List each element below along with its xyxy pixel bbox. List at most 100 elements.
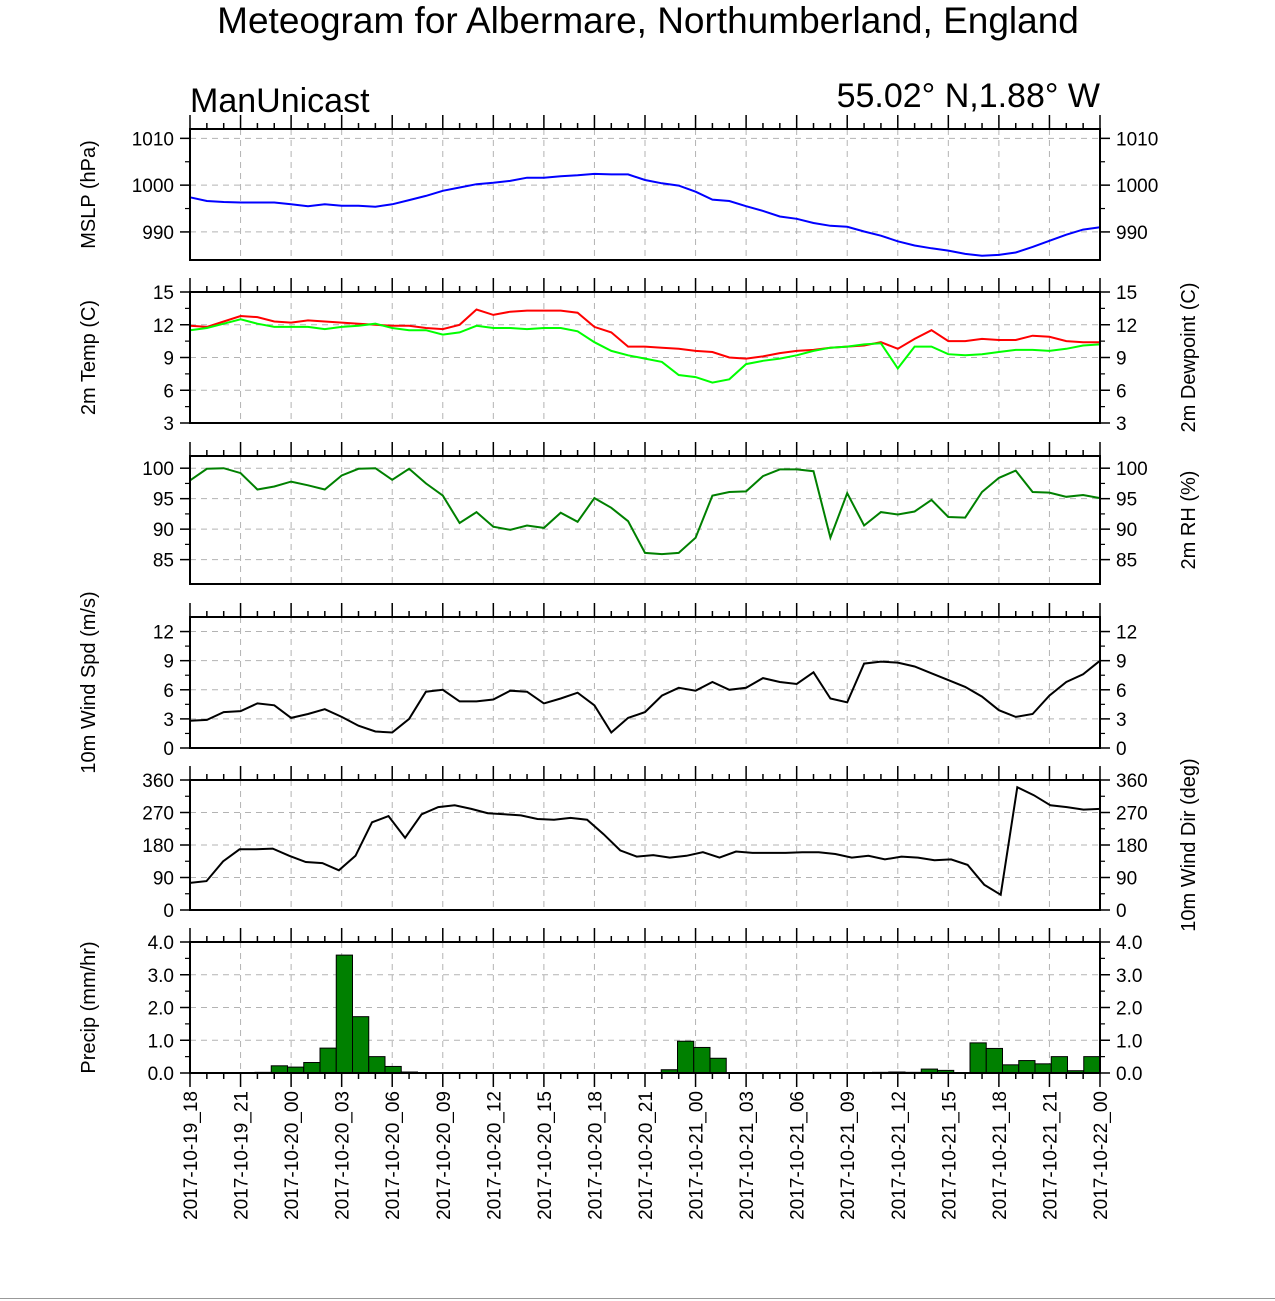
y-tick-label: 4.0 bbox=[148, 933, 174, 954]
precip-bar bbox=[368, 1056, 386, 1074]
precip-bar bbox=[1050, 1056, 1068, 1074]
y-tick-label-right: 6 bbox=[1116, 381, 1127, 402]
x-tick-label: 2017-10-19_21 bbox=[232, 1091, 253, 1220]
wspd-line-0 bbox=[189, 659, 1101, 735]
y-axis-label-right: 2m RH (%) bbox=[1178, 471, 1200, 570]
y-tick-label: 90 bbox=[153, 520, 174, 541]
y-tick-label-right: 3.0 bbox=[1116, 966, 1142, 987]
y-tick-label: 0.0 bbox=[148, 1064, 174, 1085]
y-tick-label-right: 1.0 bbox=[1116, 1031, 1142, 1052]
y-tick-label-right: 990 bbox=[1116, 223, 1148, 244]
y-tick-label-right: 0 bbox=[1116, 739, 1127, 760]
y-tick-label: 180 bbox=[142, 836, 174, 857]
x-tick-label: 2017-10-19_18 bbox=[181, 1091, 202, 1220]
y-tick-label: 990 bbox=[142, 223, 174, 244]
precip-bar bbox=[1018, 1060, 1036, 1074]
y-axis-label-left: 10m Wind Spd (m/s) bbox=[78, 591, 100, 773]
x-tick-label: 2017-10-21_09 bbox=[838, 1091, 859, 1220]
y-tick-label: 12 bbox=[153, 316, 174, 337]
y-tick-label: 1000 bbox=[132, 176, 174, 197]
panel-wdir: 0 0 90 90 180 180 270 270 360 360 10m Wind Dir (de… bbox=[142, 758, 1200, 931]
y-axis-label-right: 10m Wind Dir (deg) bbox=[1178, 758, 1200, 931]
x-tick-label: 2017-10-21_15 bbox=[939, 1091, 960, 1220]
y-tick-label-right: 9 bbox=[1116, 349, 1127, 370]
precip-bar bbox=[270, 1065, 288, 1074]
y-tick-label: 15 bbox=[153, 283, 174, 304]
y-tick-label-right: 2.0 bbox=[1116, 999, 1142, 1020]
y-tick-label: 0 bbox=[163, 901, 174, 922]
precip-bar bbox=[693, 1046, 711, 1074]
coords-label: 55.02° N,1.88° W bbox=[837, 77, 1100, 115]
y-tick-label-right: 15 bbox=[1116, 283, 1137, 304]
y-axis-label-right: 2m Dewpoint (C) bbox=[1178, 282, 1200, 432]
x-tick-label: 2017-10-20_06 bbox=[383, 1091, 404, 1220]
y-tick-label-right: 0 bbox=[1116, 901, 1127, 922]
y-axis-label-left: Precip (mm/hr) bbox=[78, 941, 100, 1073]
x-tick-label: 2017-10-21_03 bbox=[737, 1091, 758, 1220]
y-tick-label: 100 bbox=[142, 459, 174, 480]
y-tick-label-right: 4.0 bbox=[1116, 933, 1142, 954]
model-label: ManUnicast bbox=[190, 82, 370, 120]
y-tick-label-right: 95 bbox=[1116, 490, 1137, 511]
x-tick-label: 2017-10-20_09 bbox=[434, 1091, 455, 1220]
precip-bar bbox=[303, 1062, 321, 1074]
y-tick-label-right: 90 bbox=[1116, 520, 1137, 541]
y-tick-label: 1010 bbox=[132, 129, 174, 150]
y-tick-label-right: 85 bbox=[1116, 551, 1137, 572]
y-tick-label: 95 bbox=[153, 490, 174, 511]
y-tick-label: 270 bbox=[142, 804, 174, 825]
precip-bar bbox=[352, 1016, 370, 1074]
y-tick-label: 3 bbox=[163, 414, 174, 435]
x-tick-label: 2017-10-21_00 bbox=[687, 1091, 708, 1220]
y-tick-label: 9 bbox=[163, 349, 174, 370]
precip-bar bbox=[319, 1047, 337, 1074]
precip-bar bbox=[335, 954, 353, 1074]
y-tick-label-right: 360 bbox=[1116, 771, 1148, 792]
x-tick-label: 2017-10-20_21 bbox=[636, 1091, 657, 1220]
y-tick-label: 85 bbox=[153, 551, 174, 572]
precip-bar bbox=[969, 1042, 987, 1074]
y-tick-label: 0 bbox=[163, 739, 174, 760]
x-tick-label: 2017-10-22_00 bbox=[1091, 1091, 1112, 1220]
mslp-line-0 bbox=[189, 172, 1101, 257]
x-tick-label: 2017-10-20_18 bbox=[585, 1091, 606, 1220]
temp-line-0 bbox=[189, 308, 1100, 360]
y-tick-label: 9 bbox=[163, 652, 174, 673]
y-axis-label-left: MSLP (hPa) bbox=[78, 140, 100, 249]
x-tick-label: 2017-10-21_21 bbox=[1040, 1091, 1061, 1220]
y-tick-label: 3 bbox=[163, 710, 174, 731]
precip-bar bbox=[677, 1040, 695, 1074]
y-tick-label: 6 bbox=[163, 381, 174, 402]
y-tick-label-right: 3 bbox=[1116, 710, 1127, 731]
x-tick-label: 2017-10-21_12 bbox=[889, 1091, 910, 1220]
precip-bar bbox=[1034, 1063, 1052, 1074]
y-tick-label: 360 bbox=[142, 771, 174, 792]
x-tick-label: 2017-10-20_15 bbox=[535, 1091, 556, 1220]
panel-temp: 3 3 6 6 9 9 12 12 15 15 2m Temp (C) 2m Dewpoint (C) bbox=[78, 278, 1200, 435]
panel-precip: 0.0 0.0 1.0 1.0 2.0 2.0 3.0 3.0 4.0 4.0 Precip (mm… bbox=[78, 928, 1142, 1087]
bottom-divider bbox=[0, 1298, 1275, 1299]
chart-title: Meteogram for Albermare, Northumberland,… bbox=[217, 0, 1079, 41]
panel-rh: 85 85 90 90 95 95 100 100 2m RH (%) bbox=[142, 442, 1200, 585]
wdir-line-0 bbox=[189, 785, 1101, 897]
y-tick-label-right: 1000 bbox=[1116, 176, 1158, 197]
y-axis-label-left: 2m Temp (C) bbox=[78, 300, 100, 415]
y-tick-label-right: 9 bbox=[1116, 652, 1127, 673]
y-tick-label-right: 0.0 bbox=[1116, 1064, 1142, 1085]
y-tick-label-right: 12 bbox=[1116, 623, 1137, 644]
y-tick-label: 3.0 bbox=[148, 966, 174, 987]
y-tick-label: 1.0 bbox=[148, 1031, 174, 1052]
x-tick-label: 2017-10-20_03 bbox=[333, 1091, 354, 1220]
y-tick-label-right: 90 bbox=[1116, 869, 1137, 890]
y-tick-label: 6 bbox=[163, 681, 174, 702]
y-tick-label-right: 3 bbox=[1116, 414, 1127, 435]
y-tick-label-right: 270 bbox=[1116, 804, 1148, 825]
y-tick-label-right: 6 bbox=[1116, 681, 1127, 702]
x-tick-label: 2017-10-21_18 bbox=[990, 1091, 1011, 1220]
precip-bar bbox=[1002, 1064, 1020, 1074]
precip-bar bbox=[709, 1057, 727, 1074]
rh-line-0 bbox=[189, 467, 1101, 556]
panel-frame bbox=[189, 455, 1101, 585]
